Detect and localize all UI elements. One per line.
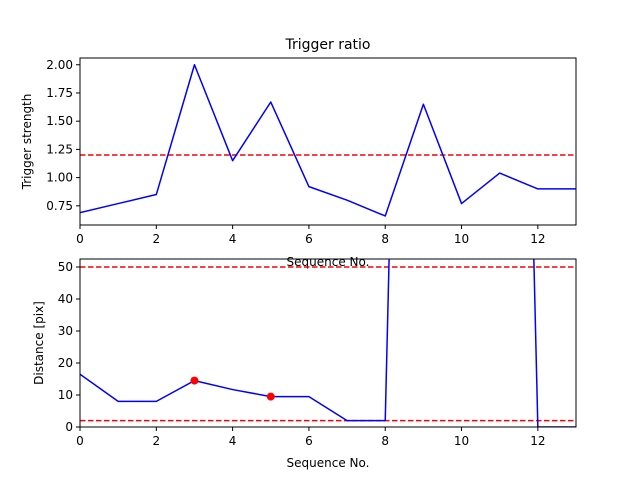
top-x-ticks: 0 2 4 6 8 10 12 xyxy=(76,225,545,246)
bottom-marker-point xyxy=(266,392,275,401)
top-x-tick-label: 8 xyxy=(381,232,389,246)
top-x-tick-label: 0 xyxy=(76,232,84,246)
top-y-tick-label: 2.00 xyxy=(46,58,73,72)
bottom-x-tick-label: 8 xyxy=(381,434,389,448)
bottom-series-line xyxy=(80,259,576,427)
bottom-y-tick-label: 30 xyxy=(58,324,73,338)
bottom-y-tick-label: 20 xyxy=(58,356,73,370)
top-x-tick-label: 10 xyxy=(454,232,469,246)
top-series-line xyxy=(80,64,576,217)
top-y-tick-label: 1.00 xyxy=(46,171,73,185)
top-x-tick-label: 4 xyxy=(229,232,237,246)
top-y-tick-label: 1.50 xyxy=(46,114,73,128)
bottom-x-tick-label: 0 xyxy=(76,434,84,448)
bottom-x-tick-label: 2 xyxy=(152,434,160,448)
bottom-chart-frame xyxy=(79,258,577,428)
bottom-chart: Sequence No. Distance [pix] 0 2 4 6 8 10 12 0 1… xyxy=(32,258,577,470)
bottom-x-tick-label: 6 xyxy=(305,434,313,448)
bottom-x-ticks: 0 2 4 6 8 10 12 xyxy=(76,427,545,448)
top-x-tick-label: 6 xyxy=(305,232,313,246)
bottom-chart-ylabel: Distance [pix] xyxy=(32,301,46,385)
bottom-y-tick-label: 0 xyxy=(65,420,73,434)
bottom-y-tick-label: 10 xyxy=(58,388,73,402)
bottom-chart-xlabel: Sequence No. xyxy=(287,456,370,470)
bottom-x-tick-label: 4 xyxy=(229,434,237,448)
bottom-x-tick-label: 10 xyxy=(454,434,469,448)
top-y-tick-label: 1.25 xyxy=(46,142,73,156)
bottom-y-tick-label: 40 xyxy=(58,292,73,306)
top-chart-ylabel: Trigger strength xyxy=(20,94,34,191)
bottom-threshold-lines xyxy=(80,266,576,422)
bottom-x-tick-label: 12 xyxy=(530,434,545,448)
bottom-y-ticks: 0 10 20 30 40 50 xyxy=(58,260,80,434)
bottom-markers xyxy=(190,376,275,401)
top-chart-title: Trigger ratio xyxy=(284,37,370,53)
bottom-y-tick-label: 50 xyxy=(58,260,73,274)
top-y-ticks: 0.75 1.00 1.25 1.50 1.75 2.00 xyxy=(46,58,80,213)
top-x-tick-label: 2 xyxy=(152,232,160,246)
top-x-tick-label: 12 xyxy=(530,232,545,246)
top-y-tick-label: 1.75 xyxy=(46,86,73,100)
bottom-marker-point xyxy=(190,376,199,385)
top-chart-frame xyxy=(79,57,577,226)
top-series xyxy=(80,64,576,217)
top-y-tick-label: 0.75 xyxy=(46,199,73,213)
bottom-series xyxy=(80,259,576,427)
top-chart: Trigger ratio Sequence No. Trigger stren… xyxy=(20,37,577,269)
